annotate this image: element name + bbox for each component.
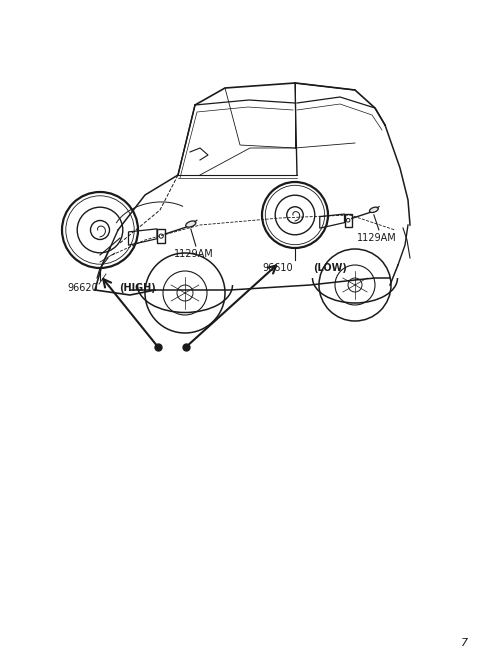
Text: 7: 7 <box>461 638 468 648</box>
Text: 96620: 96620 <box>67 283 98 293</box>
Bar <box>157 229 165 243</box>
Circle shape <box>91 221 109 240</box>
Ellipse shape <box>370 207 378 212</box>
Text: 1129AM: 1129AM <box>357 233 397 243</box>
Ellipse shape <box>186 221 196 227</box>
Text: 96610: 96610 <box>263 263 293 273</box>
Bar <box>345 214 352 227</box>
Text: 1129AM: 1129AM <box>174 249 214 259</box>
Text: (HIGH): (HIGH) <box>119 283 156 293</box>
Text: (LOW): (LOW) <box>313 263 347 273</box>
Circle shape <box>348 278 362 292</box>
Circle shape <box>177 285 193 301</box>
Circle shape <box>287 207 303 223</box>
